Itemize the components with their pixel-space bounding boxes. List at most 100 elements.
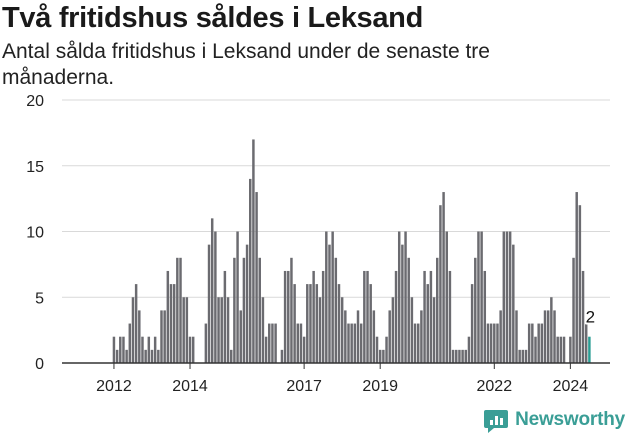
bar: [382, 349, 385, 363]
y-tick-label: 15: [26, 159, 44, 176]
bar: [363, 270, 366, 363]
bar: [119, 336, 122, 363]
y-tick-label: 20: [26, 93, 44, 110]
bar: [309, 284, 312, 363]
bar: [531, 323, 534, 363]
bar: [321, 270, 325, 363]
bar: [496, 323, 499, 363]
bar: [578, 205, 582, 363]
bar: [401, 244, 404, 363]
newsworthy-logo-icon: [484, 410, 509, 433]
bar: [480, 231, 483, 363]
bar: [141, 336, 144, 363]
bar: [296, 323, 300, 363]
bar: [312, 270, 315, 363]
bar: [134, 284, 138, 363]
bar: [483, 270, 487, 363]
bar: [340, 297, 344, 363]
bar: [112, 336, 116, 363]
bar: [207, 244, 211, 363]
bar: [147, 336, 151, 363]
bar: [397, 231, 401, 363]
bar: [543, 310, 547, 363]
bar: [176, 257, 179, 363]
bar: [518, 349, 521, 363]
bar: [337, 284, 341, 363]
bar: [391, 297, 395, 363]
bar: [353, 323, 357, 363]
bar: [508, 231, 512, 363]
bar: [423, 270, 426, 363]
bar: [537, 323, 540, 363]
bar: [245, 244, 249, 363]
bar: [163, 310, 166, 363]
bar: [489, 323, 493, 363]
bar: [524, 349, 528, 363]
bar: [451, 349, 455, 363]
bar: [150, 349, 154, 363]
bar: [210, 218, 214, 363]
bar: [144, 349, 147, 363]
bar: [366, 270, 369, 363]
bar-highlight: [588, 336, 591, 363]
bar: [318, 297, 322, 363]
bar: [328, 244, 331, 363]
bar: [220, 297, 223, 363]
bar: [436, 257, 439, 363]
bar: [388, 310, 391, 363]
bar: [420, 310, 423, 363]
bar: [467, 336, 471, 363]
bar: [458, 349, 461, 363]
bar: [229, 349, 233, 363]
bar: [562, 336, 566, 363]
bar: [182, 297, 185, 363]
bar: [261, 297, 265, 363]
bar: [505, 231, 509, 363]
chart-subtitle: Antal sålda fritidshus i Leksand under d…: [2, 40, 490, 89]
bar: [191, 336, 195, 363]
bar: [252, 139, 255, 363]
bar: [534, 336, 537, 363]
x-tick-label: 2022: [477, 378, 513, 395]
bar: [185, 297, 189, 363]
bar: [378, 349, 382, 363]
bar: [442, 192, 445, 363]
bar: [569, 336, 572, 363]
bar: [264, 336, 268, 363]
bar: [331, 231, 334, 363]
y-tick-label: 5: [35, 290, 44, 307]
bar: [470, 284, 474, 363]
bar: [169, 284, 173, 363]
bar: [385, 336, 388, 363]
bar: [268, 323, 271, 363]
x-tick-label: 2024: [553, 378, 589, 395]
bar: [138, 310, 141, 363]
bar: [550, 297, 553, 363]
bar: [369, 284, 372, 363]
bar: [581, 270, 585, 363]
bar: [239, 310, 242, 363]
bar: [115, 349, 119, 363]
bar: [432, 297, 436, 363]
bar: [512, 244, 515, 363]
bar: [375, 336, 379, 363]
bar: [325, 231, 328, 363]
bar: [502, 231, 506, 363]
bar: [572, 257, 575, 363]
y-tick-label: 10: [26, 225, 44, 242]
bar: [413, 323, 417, 363]
bar: [172, 284, 176, 363]
bar: [315, 284, 319, 363]
newsworthy-brand: Newsworthy: [483, 407, 625, 433]
bar: [128, 323, 132, 363]
bar: [559, 336, 563, 363]
chart-title: Två fritidshus såldes i Leksand: [2, 2, 424, 34]
bar: [540, 323, 544, 363]
bar: [347, 323, 350, 363]
bar: [179, 257, 182, 363]
bar: [455, 349, 458, 363]
bar: [214, 231, 217, 363]
bar: [153, 336, 157, 363]
bar: [274, 323, 277, 363]
bar: [283, 270, 287, 363]
